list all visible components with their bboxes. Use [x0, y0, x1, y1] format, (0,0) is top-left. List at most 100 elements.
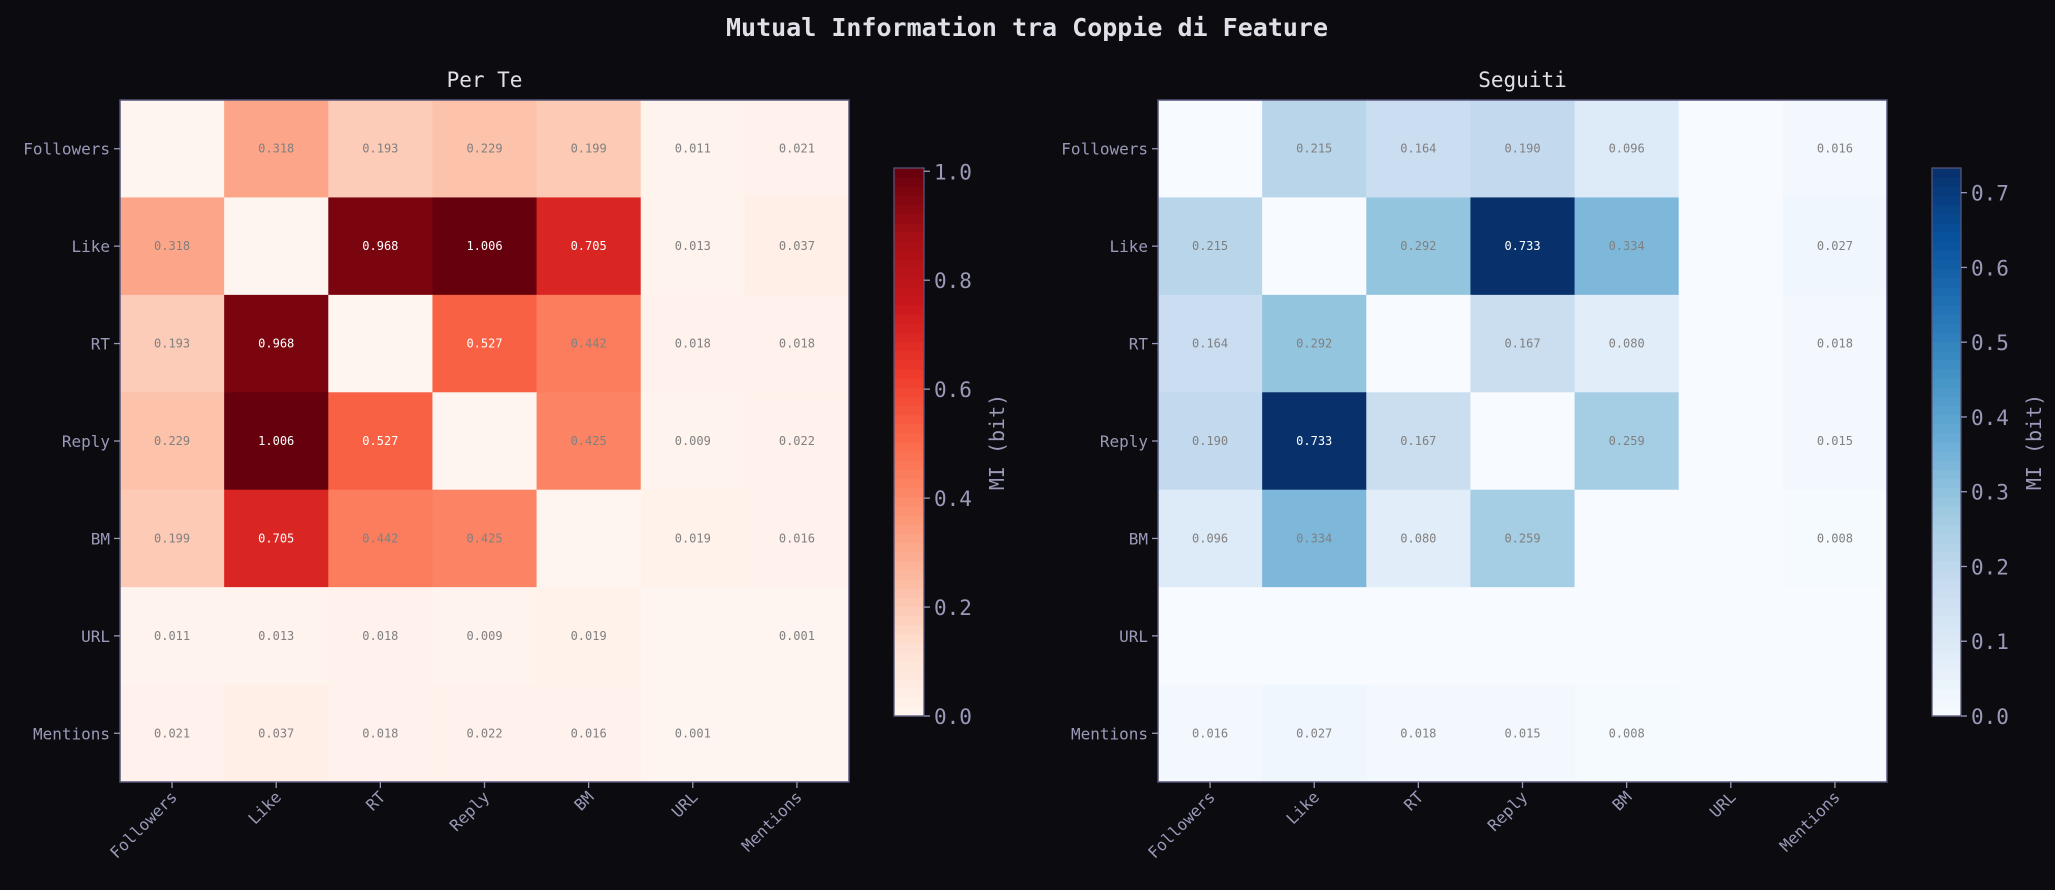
heatmap-cell [120, 100, 225, 198]
heatmap-cell [328, 294, 433, 393]
heatmap-cell [328, 684, 433, 783]
colorbar-segment [1932, 350, 1961, 361]
colorbar-segment [894, 332, 924, 343]
colorbar-segment [1932, 670, 1961, 681]
cell-value-label: 0.018 [675, 337, 711, 351]
y-tick-label: RT [91, 335, 111, 354]
heatmap-cell [1262, 392, 1367, 491]
y-tick-label: Mentions [1071, 724, 1148, 743]
heatmap-cell [536, 489, 642, 588]
colorbar-tick-label: 0.5 [1971, 331, 2009, 355]
colorbar-tick-label: 0.4 [934, 487, 972, 511]
heatmap-cell [1366, 392, 1471, 491]
x-tick-label: BM [570, 787, 597, 814]
x-tick-label: Like [244, 787, 285, 828]
x-tick-label: RT [1400, 787, 1427, 814]
heatmap-cell [1574, 587, 1680, 686]
heatmap-cell [744, 294, 850, 393]
heatmap-cell [224, 392, 329, 491]
heatmap-cell [640, 100, 746, 198]
colorbar-segment [894, 341, 924, 352]
colorbar-segment [1932, 259, 1961, 270]
cell-value-label: 0.019 [571, 629, 607, 643]
colorbar-tick-label: 0.2 [934, 596, 972, 620]
heatmap-cell [1782, 100, 1888, 198]
cell-value-label: 0.018 [1817, 337, 1853, 351]
heatmap-cell [120, 489, 225, 588]
colorbar-segment [894, 633, 924, 644]
colorbar-frame [893, 167, 925, 717]
colorbar-segment [1932, 569, 1961, 580]
colorbar-segment [1932, 505, 1961, 516]
heatmap-cell [536, 197, 642, 296]
colorbar-segment [1932, 442, 1961, 452]
cell-value-label: 0.705 [571, 239, 607, 253]
colorbar-segment [1932, 652, 1961, 662]
cell-value-label: 0.705 [258, 531, 294, 545]
cell-value-label: 0.968 [362, 239, 398, 253]
colorbar-segment [1932, 551, 1961, 562]
colorbar-segment [1932, 186, 1961, 196]
subplot-title: Per Te [447, 68, 523, 92]
heatmap-cell [224, 684, 329, 783]
colorbar-tick-label: 0.2 [1971, 555, 2009, 579]
heatmap-cell [1158, 100, 1263, 198]
colorbar-segment [894, 368, 924, 379]
heatmap-cell [1782, 197, 1888, 296]
colorbar-segment [894, 387, 924, 397]
colorbar-segment [1932, 496, 1961, 507]
cell-value-label: 0.021 [779, 142, 815, 156]
colorbar-segment [894, 222, 924, 233]
colorbar-segment [1932, 515, 1961, 525]
heatmap-cell [1574, 489, 1680, 588]
colorbar-segment [1932, 332, 1961, 343]
y-tick-label: Reply [62, 432, 111, 451]
cell-value-label: 0.318 [258, 142, 294, 156]
cell-value-label: 0.027 [1817, 239, 1853, 253]
cell-value-label: 0.334 [1296, 531, 1332, 545]
x-tick-label: Followers [106, 787, 181, 862]
cell-value-label: 0.001 [675, 726, 711, 740]
colorbar-segment [894, 423, 924, 434]
heatmap-cell [536, 294, 642, 393]
cell-value-label: 0.018 [1400, 726, 1436, 740]
x-tick-label: Mentions [1776, 787, 1844, 855]
cell-value-label: 0.016 [1192, 726, 1228, 740]
heatmap-cell [1366, 587, 1471, 686]
cell-value-label: 0.022 [466, 726, 502, 740]
colorbar-segment [1932, 405, 1961, 416]
cell-value-label: 0.080 [1609, 337, 1645, 351]
cell-value-label: 0.016 [1817, 142, 1853, 156]
heatmap-cell [640, 294, 746, 393]
colorbar-frame [1931, 167, 1962, 717]
colorbar-segment [1932, 679, 1961, 690]
colorbar-segment [1932, 615, 1961, 626]
heatmap-cell [1366, 294, 1471, 393]
heatmap-cell [1574, 294, 1680, 393]
y-tick-label: BM [91, 529, 110, 548]
cell-value-label: 0.215 [1296, 142, 1332, 156]
colorbar-segment [894, 323, 924, 333]
colorbar-segment [1932, 706, 1961, 717]
cell-value-label: 0.015 [1504, 726, 1540, 740]
y-tick-label: Reply [1100, 432, 1149, 451]
cell-value-label: 0.096 [1192, 531, 1228, 545]
heatmap-cell [224, 100, 329, 198]
cell-value-label: 0.527 [362, 434, 398, 448]
heatmap-cell [1470, 100, 1576, 198]
heatmap-cell [640, 392, 746, 491]
heatmap-cell [1574, 684, 1680, 783]
cell-value-label: 0.021 [154, 726, 190, 740]
colorbar-segment [1932, 414, 1961, 425]
cell-value-label: 0.292 [1400, 239, 1436, 253]
x-tick-label: Mentions [738, 787, 806, 855]
colorbar-segment [1932, 341, 1961, 352]
y-tick-label: URL [81, 627, 110, 646]
heatmap-cell [120, 294, 225, 393]
heatmap-cell [1262, 294, 1367, 393]
heatmap-cell [224, 294, 329, 393]
heatmap-cell [120, 197, 225, 296]
colorbar-segment [894, 350, 924, 361]
heatmap-cell [744, 197, 850, 296]
